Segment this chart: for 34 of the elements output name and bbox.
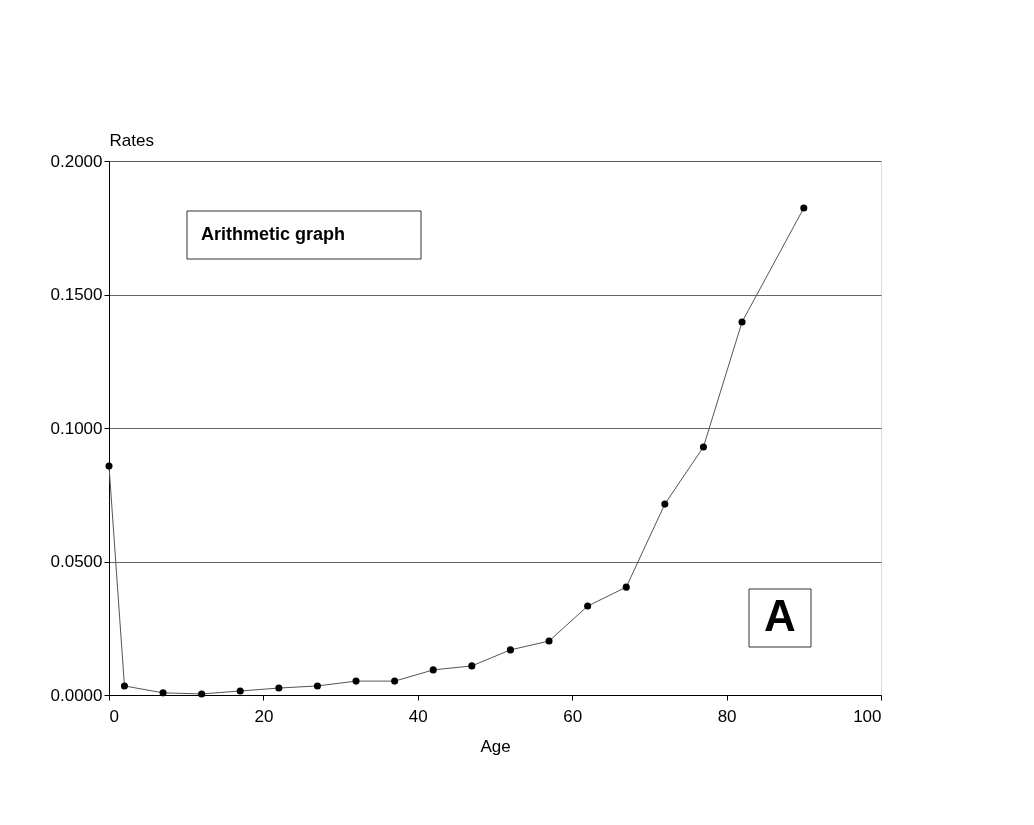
y-tick-label: 0.2000: [50, 151, 103, 171]
y-tick-label: 0.1000: [50, 418, 103, 438]
x-tick-label: 20: [254, 706, 274, 726]
annotation: A: [764, 591, 796, 640]
point: [198, 690, 206, 698]
y-tick-label: 0.1500: [50, 285, 103, 304]
x-tick-label: 40: [408, 706, 428, 726]
point: [800, 204, 808, 212]
point: [236, 687, 244, 695]
point: [391, 677, 399, 685]
x-tick-label: 80: [717, 706, 737, 726]
point: [622, 583, 630, 591]
y-tick-label: 0.0500: [50, 552, 103, 571]
annotation: Arithmetic graph: [201, 224, 346, 244]
point: [584, 602, 592, 610]
point: [429, 666, 437, 674]
point: [275, 684, 283, 692]
x-tick-label: 100: [853, 706, 882, 726]
point: [738, 318, 746, 326]
point: [545, 637, 553, 645]
point: [699, 443, 707, 451]
y-tick-label: 0.0000: [50, 685, 103, 705]
point: [313, 682, 321, 690]
point: [159, 689, 167, 697]
point: [120, 682, 128, 690]
point: [661, 500, 669, 508]
x-tick-label: 60: [563, 706, 583, 726]
point: [468, 662, 476, 670]
point: [506, 646, 514, 654]
x-tick-label: 0: [109, 706, 119, 726]
y-axis-title: Rates: [109, 130, 154, 150]
point: [105, 462, 113, 470]
x-axis-title: Age: [480, 736, 511, 756]
point: [352, 677, 360, 685]
